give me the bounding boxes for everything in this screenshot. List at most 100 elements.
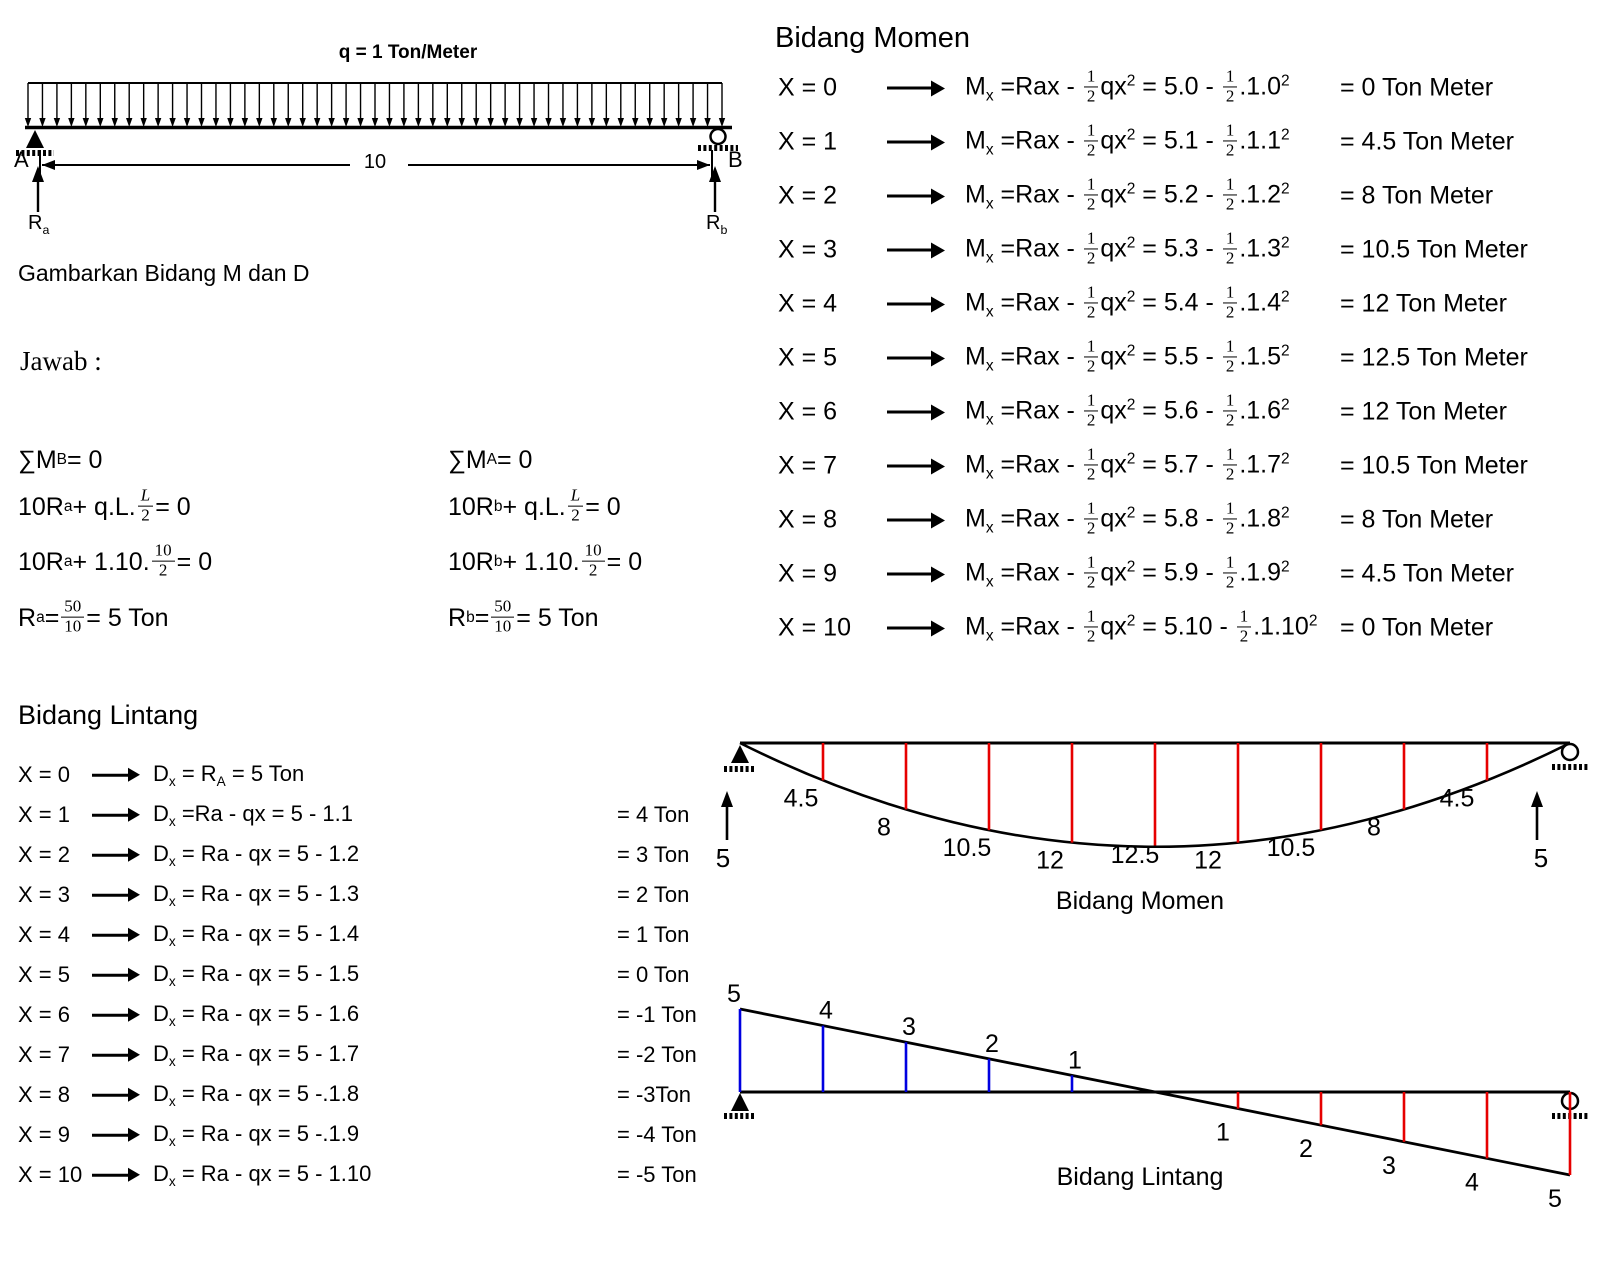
momen-x-label: X = 7 — [778, 451, 838, 480]
momen-x-label: X = 8 — [778, 505, 838, 534]
svg-text:4.5: 4.5 — [1440, 784, 1475, 812]
svg-text:10.5: 10.5 — [1267, 834, 1316, 862]
momen-x-label: X = 3 — [778, 235, 838, 264]
momen-equation: Mx =Rax - 1 2 qx2 = 5.7 - 1 2.1.72 — [965, 444, 1290, 484]
arrow-right-icon — [92, 853, 128, 857]
momen-row: X = 6 Mx =Rax - 1 2 qx2 = 5.6 - 1 2.1.62 = 12… — [778, 385, 1588, 439]
momen-equation: Mx =Rax - 1 2 qx2 = 5.5 - 1 2.1.52 — [965, 336, 1290, 376]
lintang-result: = 2 Ton — [617, 882, 690, 907]
lintang-row: X = 2 Dx = Ra - qx = 5 - 1.2 = 3 Ton — [18, 835, 718, 875]
lintang-equation: Dx = Ra - qx = 5 - 1.3 — [153, 880, 360, 910]
arrow-right-icon — [887, 248, 931, 252]
svg-text:2: 2 — [1299, 1135, 1313, 1163]
momen-equation: Mx =Rax - 1 2 qx2 = 5.1 - 1 2.1.12 — [965, 120, 1290, 160]
lintang-result: = -4 Ton — [617, 1122, 697, 1147]
arrow-right-icon — [887, 356, 931, 360]
arrow-right-icon — [92, 933, 128, 937]
momen-result: = 8 Ton Meter — [1340, 505, 1494, 534]
reaction-a-label: Ra — [28, 212, 50, 237]
lintang-x-label: X = 7 — [18, 1042, 70, 1067]
momen-row: X = 7 Mx =Rax - 1 2 qx2 = 5.7 - 1 2.1.72 = 10… — [778, 439, 1588, 493]
lintang-result: = -1 Ton — [617, 1002, 697, 1027]
momen-x-label: X = 6 — [778, 397, 838, 426]
lintang-row: X = 0 Dx = RA = 5 Ton — [18, 755, 718, 795]
lintang-equation: Dx = Ra - qx = 5 - 1.4 — [153, 920, 360, 950]
arrow-right-icon — [887, 194, 931, 198]
svg-text:5: 5 — [1534, 843, 1548, 873]
momen-equation: Mx =Rax - 1 2 qx2 = 5.3 - 1 2.1.32 — [965, 228, 1290, 268]
reaction-equation: ∑M B = 0 — [18, 445, 103, 474]
svg-text:12: 12 — [1036, 847, 1064, 875]
momen-row: X = 8 Mx =Rax - 1 2 qx2 = 5.8 - 1 2.1.82 = 8 … — [778, 493, 1588, 547]
arrow-right-icon — [887, 140, 931, 144]
momen-x-label: X = 9 — [778, 559, 838, 588]
arrow-right-icon — [887, 518, 931, 522]
momen-equation: Mx =Rax - 1 2 qx2 = 5.4 - 1 2.1.42 — [965, 282, 1290, 322]
support-b-label: B — [728, 147, 743, 172]
fraction: 10 2 — [581, 541, 605, 579]
momen-result: = 4.5 Ton Meter — [1340, 127, 1514, 156]
lintang-x-label: X = 4 — [18, 922, 70, 947]
lintang-row: X = 6 Dx = Ra - qx = 5 - 1.6 = -1 Ton — [18, 995, 718, 1035]
arrow-right-icon — [887, 626, 931, 630]
momen-equation: Mx =Rax - 1 2 qx2 = 5.6 - 1 2.1.62 — [965, 390, 1290, 430]
momen-equation: Mx =Rax - 1 2 qx2 = 5.2 - 1 2.1.22 — [965, 174, 1290, 214]
lintang-result: = 0 Ton — [617, 962, 690, 987]
momen-result: = 10.5 Ton Meter — [1340, 451, 1528, 480]
arrow-right-icon — [92, 773, 128, 777]
beam-load-drawing — [16, 82, 738, 212]
span-dimension-label: 10 — [363, 151, 387, 173]
momen-section-title: Bidang Momen — [775, 22, 971, 54]
momen-result: = 10.5 Ton Meter — [1340, 235, 1528, 264]
lintang-row: X = 10 Dx = Ra - qx = 5 - 1.10 = -5 Ton — [18, 1155, 718, 1195]
svg-text:4.5: 4.5 — [784, 784, 819, 812]
momen-result: = 4.5 Ton Meter — [1340, 559, 1514, 588]
arrow-right-icon — [92, 1133, 128, 1137]
momen-equation: Mx =Rax - 1 2 qx2 = 5.9 - 1 2.1.92 — [965, 552, 1290, 592]
svg-text:3: 3 — [1382, 1152, 1396, 1180]
reaction-equation: 10R b + q.L. L 2 = 0 — [448, 485, 621, 525]
lintang-result: = -2 Ton — [617, 1042, 697, 1067]
lintang-equation: Dx = Ra - qx = 5 -.1.8 — [153, 1080, 360, 1110]
shear-diagram: 5 4 3 2 1 1 2 3 4 5 Bidang Lintang — [690, 930, 1590, 1235]
momen-x-label: X = 2 — [778, 181, 838, 210]
fraction: 10 2 — [151, 541, 175, 579]
momen-row: X = 1 Mx =Rax - 1 2 qx2 = 5.1 - 1 2.1.12 = 4.… — [778, 115, 1588, 169]
svg-text:8: 8 — [1367, 813, 1381, 841]
lintang-rows: X = 0 Dx = RA = 5 Ton X = 1 Dx =Ra - qx = 5… — [18, 755, 718, 1199]
svg-text:5: 5 — [727, 980, 741, 1008]
prompt-text: Gambarkan Bidang M dan D — [18, 260, 310, 286]
distributed-load-label: q = 1 Ton/Meter — [338, 42, 478, 63]
reaction-equation: 10R a + 1.10. 10 2 = 0 — [18, 540, 213, 580]
momen-x-label: X = 4 — [778, 289, 838, 318]
momen-result: = 0 Ton Meter — [1340, 73, 1494, 102]
svg-text:10.5: 10.5 — [943, 834, 992, 862]
svg-text:1: 1 — [1216, 1119, 1230, 1147]
svg-text:12: 12 — [1194, 847, 1222, 875]
moment-diagram-caption: Bidang Momen — [1055, 887, 1225, 915]
reaction-equations-right: ∑M A = 0 10R b + q.L. L 2 = 0 10R b + 1.10. 10 2 … — [448, 443, 868, 663]
momen-x-label: X = 0 — [778, 73, 838, 102]
momen-result: = 8 Ton Meter — [1340, 181, 1494, 210]
momen-result: = 12 Ton Meter — [1340, 289, 1508, 318]
lintang-equation: Dx = Ra - qx = 5 - 1.6 — [153, 1000, 360, 1030]
fraction: 50 10 — [491, 597, 515, 635]
lintang-equation: Dx = Ra - qx = 5 - 1.5 — [153, 960, 360, 990]
arrow-right-icon — [92, 893, 128, 897]
lintang-equation: Dx = Ra - qx = 5 - 1.2 — [153, 840, 360, 870]
